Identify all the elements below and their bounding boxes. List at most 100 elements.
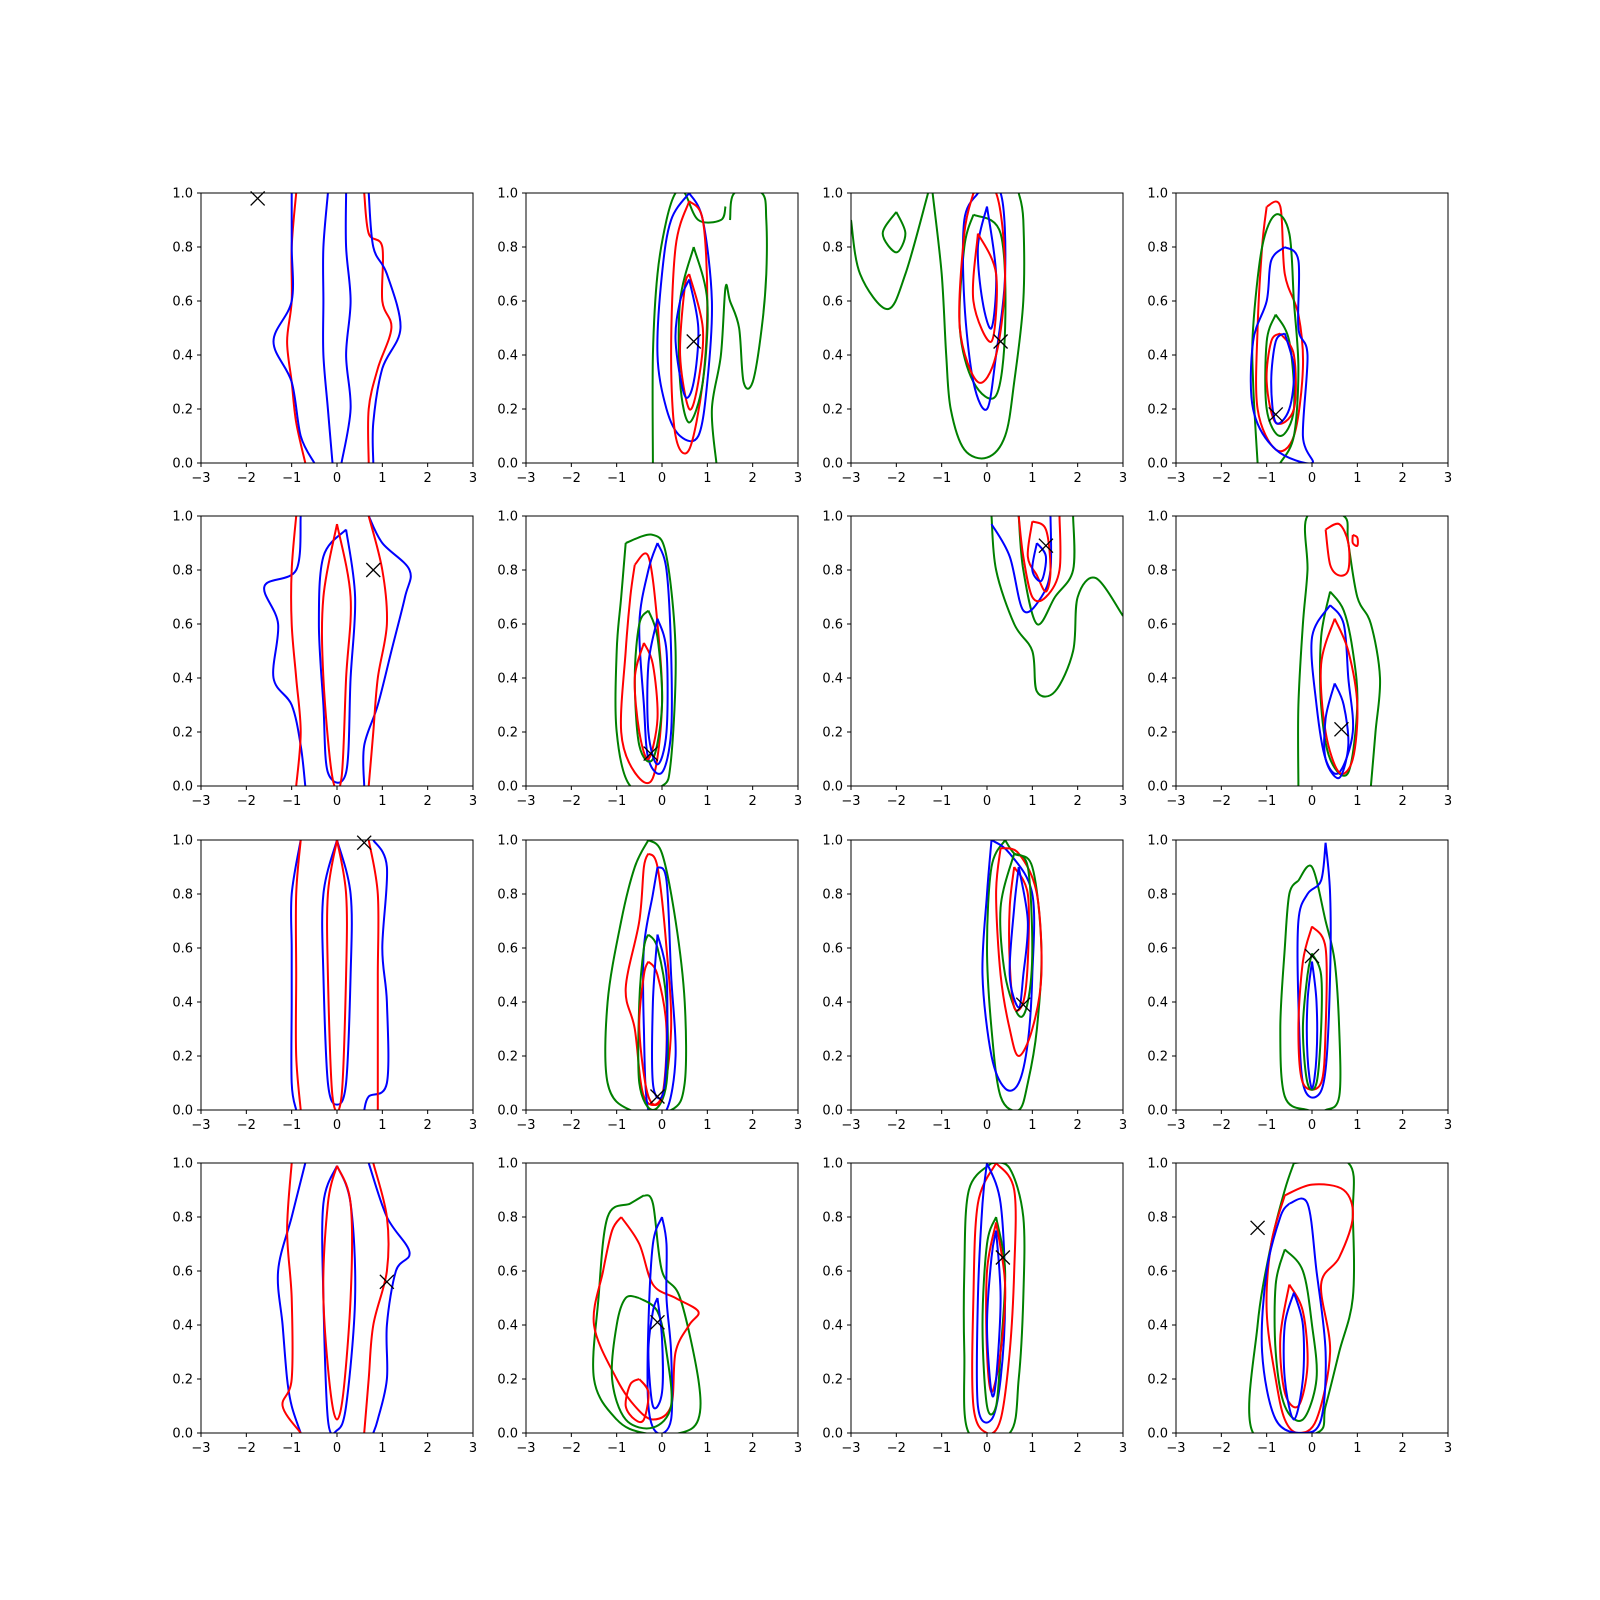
x-tick-label: −3 <box>1166 471 1185 486</box>
x-tick-label: −1 <box>282 1441 301 1456</box>
contour-line-blue <box>646 1216 674 1433</box>
x-tick-label: 1 <box>378 1118 386 1133</box>
x-tick-label: 2 <box>424 1118 432 1133</box>
axes-frame <box>850 515 1124 787</box>
y-tick-label: 0.0 <box>1147 1104 1168 1119</box>
contour-line-red <box>638 960 668 1106</box>
x-tick-label: 3 <box>794 1441 802 1456</box>
subplot-5: −3 −2 −1 0 1 2 3 0.0 0.2 0.4 0.6 0.8 1.0 <box>172 510 477 810</box>
contour-line-blue <box>363 840 390 1110</box>
y-tick-label: 0.8 <box>172 564 193 579</box>
x-tick-label: −2 <box>887 1118 906 1133</box>
x-tick-label: −2 <box>237 794 256 809</box>
y-tick-label: 0.8 <box>172 1211 193 1226</box>
y-tick-label: 0.6 <box>172 1265 193 1280</box>
y-tick-label: 0.8 <box>822 564 843 579</box>
subplot-14: −3 −2 −1 0 1 2 3 0.0 0.2 0.4 0.6 0.8 1.0 <box>497 1157 802 1457</box>
contour-line-blue <box>656 193 714 443</box>
y-tick-label: 0.8 <box>497 1211 518 1226</box>
y-tick-label: 0.8 <box>1147 564 1168 579</box>
x-tick-label: 2 <box>1399 1441 1407 1456</box>
y-tick-label: 0.4 <box>172 672 193 687</box>
y-tick-label: 0.2 <box>822 1050 843 1065</box>
contour-line-blue <box>263 516 307 786</box>
contour-line-red <box>1017 516 1062 603</box>
x-tick-label: −2 <box>887 1441 906 1456</box>
x-tick-label: 2 <box>1074 1118 1082 1133</box>
contour-line-red <box>1026 520 1052 593</box>
x-tick-label: −3 <box>516 471 535 486</box>
y-tick-label: 0.4 <box>497 349 518 364</box>
contour-line-blue <box>1323 682 1350 780</box>
contour-line-green <box>999 852 1034 1018</box>
y-tick-label: 0.8 <box>822 1211 843 1226</box>
x-tick-label: 1 <box>1028 1118 1036 1133</box>
x-marker <box>1250 1220 1266 1236</box>
x-tick-label: −1 <box>607 1118 626 1133</box>
x-tick-label: 3 <box>1444 1441 1452 1456</box>
contour-line-green <box>1318 590 1359 777</box>
x-tick-label: −2 <box>237 1441 256 1456</box>
x-tick-label: 3 <box>794 1118 802 1133</box>
y-tick-label: 0.6 <box>497 1265 518 1280</box>
contour-line-green <box>881 211 907 254</box>
y-tick-label: 0.8 <box>497 888 518 903</box>
x-tick-label: −2 <box>1212 1118 1231 1133</box>
y-tick-label: 0.6 <box>1147 1265 1168 1280</box>
x-tick-label: 2 <box>1074 1441 1082 1456</box>
y-tick-label: 0.6 <box>497 618 518 633</box>
x-tick-label: −3 <box>1166 1441 1185 1456</box>
y-tick-label: 0.6 <box>822 618 843 633</box>
y-tick-label: 0.2 <box>497 403 518 418</box>
y-tick-label: 0.0 <box>1147 457 1168 472</box>
x-tick-label: −2 <box>237 1118 256 1133</box>
contour-line-blue <box>647 1297 664 1410</box>
x-tick-label: 2 <box>424 1441 432 1456</box>
x-tick-label: 3 <box>469 1441 477 1456</box>
x-tick-label: 0 <box>983 471 991 486</box>
x-marker <box>995 1250 1011 1265</box>
x-tick-label: 1 <box>1353 1441 1361 1456</box>
y-tick-label: 0.6 <box>822 942 843 957</box>
x-tick-label: −3 <box>841 794 860 809</box>
y-tick-label: 1.0 <box>497 510 518 525</box>
y-tick-label: 0.0 <box>497 1427 518 1442</box>
contour-line-blue <box>642 866 677 1110</box>
x-tick-label: −3 <box>841 471 860 486</box>
y-tick-label: 0.0 <box>822 1104 843 1119</box>
contour-line-green <box>1264 313 1296 437</box>
contour-line-blue <box>976 206 998 330</box>
x-tick-label: −1 <box>607 794 626 809</box>
contour-line-red <box>619 552 664 785</box>
x-tick-label: −3 <box>191 1118 210 1133</box>
y-tick-label: 0.2 <box>1147 726 1168 741</box>
x-tick-label: −3 <box>841 1118 860 1133</box>
x-tick-label: 0 <box>1308 1441 1316 1456</box>
x-tick-label: 1 <box>1353 1118 1361 1133</box>
subplot-13: −3 −2 −1 0 1 2 3 0.0 0.2 0.4 0.6 0.8 1.0 <box>172 1157 477 1457</box>
y-tick-label: 1.0 <box>822 187 843 202</box>
contour-line-blue <box>1282 1292 1306 1421</box>
contour-line-green <box>614 533 677 786</box>
x-tick-label: 1 <box>1028 794 1036 809</box>
x-tick-label: −2 <box>237 471 256 486</box>
x-tick-label: −1 <box>932 471 951 486</box>
contour-line-red <box>290 516 302 786</box>
x-tick-label: 2 <box>424 794 432 809</box>
contour-line-green <box>851 193 930 311</box>
contour-line-red <box>1351 533 1359 547</box>
contour-line-blue <box>317 528 357 784</box>
x-tick-label: 0 <box>658 1441 666 1456</box>
contour-line-blue <box>1249 246 1314 463</box>
x-marker <box>1268 406 1284 422</box>
contour-line-green <box>651 193 727 463</box>
contour-group <box>290 840 390 1110</box>
x-tick-label: 0 <box>658 794 666 809</box>
x-tick-label: −2 <box>562 471 581 486</box>
x-marker <box>1334 721 1349 737</box>
contour-line-green <box>633 609 664 763</box>
contour-line-red <box>971 233 998 343</box>
axes-frame <box>525 839 799 1111</box>
x-tick-label: 3 <box>794 471 802 486</box>
y-tick-label: 0.0 <box>497 780 518 795</box>
